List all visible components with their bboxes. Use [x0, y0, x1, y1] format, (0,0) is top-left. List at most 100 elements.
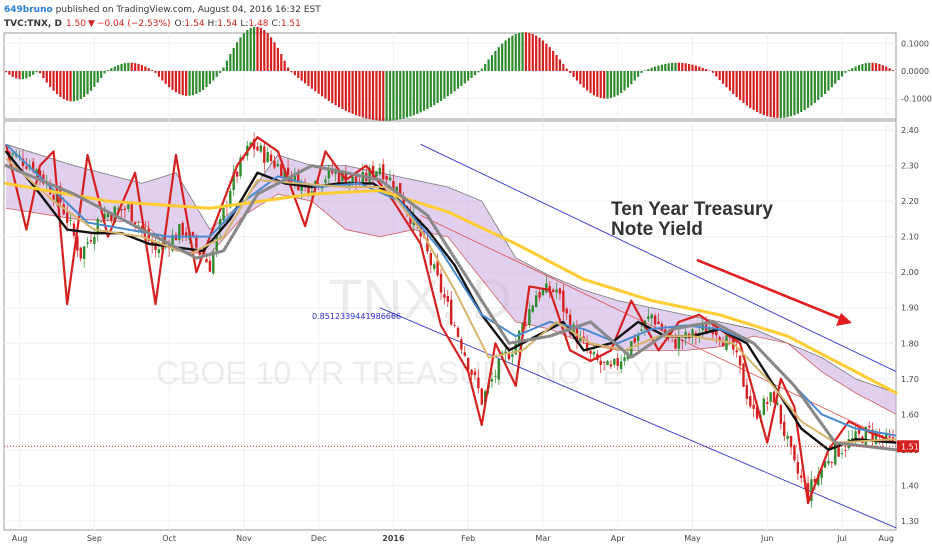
osc-bar [569, 70, 572, 73]
osc-bar [416, 70, 419, 114]
candle-body [21, 158, 25, 167]
down-arrow-icon: ▼ [88, 19, 95, 29]
candle-body [286, 167, 290, 175]
osc-bar [484, 63, 487, 71]
high-value: 1.54 [217, 19, 237, 29]
osc-bar [708, 70, 711, 71]
candle-body [191, 232, 195, 236]
osc-bar [4, 70, 8, 73]
osc-bar [300, 70, 303, 81]
osc-bar [11, 70, 14, 77]
osc-bar [344, 70, 347, 111]
candle-body [721, 342, 725, 347]
candle-body [463, 352, 466, 356]
osc-bar [140, 65, 144, 71]
osc-bar [477, 70, 480, 73]
osc-bar [603, 70, 606, 99]
candle-body [766, 401, 769, 404]
osc-bar [337, 70, 341, 108]
candle-body [538, 292, 541, 298]
fib-label: 0.8512339441986666 [312, 312, 401, 321]
candle-body [779, 404, 783, 424]
osc-bar [371, 70, 375, 120]
candle-body [494, 375, 497, 377]
osc-bar [123, 63, 127, 71]
candle-body [178, 224, 181, 241]
candle-body [507, 353, 511, 360]
osc-bar [704, 69, 708, 71]
candle-body [691, 329, 694, 338]
time-tick-label: Oct [162, 534, 176, 543]
indicator-line [4, 136, 897, 505]
osc-bar [766, 70, 769, 117]
osc-bar [86, 70, 89, 95]
candle-body [256, 146, 259, 151]
time-axis: Aug Sep Oct Nov Dec 2016 Feb Mar Apr May Jun Jul Aug [12, 534, 894, 543]
time-tick-label: Jul [836, 534, 847, 543]
osc-bar [161, 70, 164, 81]
osc-bar [810, 70, 813, 106]
candle-body [18, 155, 21, 157]
osc-bar [721, 70, 725, 84]
osc-bar [885, 66, 888, 71]
candle-body [252, 139, 256, 150]
author-name[interactable]: 649bruno [4, 5, 53, 15]
osc-bar [800, 70, 803, 113]
osc-bar [813, 70, 816, 103]
osc-bar [62, 70, 65, 100]
candle-body [837, 446, 840, 457]
osc-bar [453, 70, 456, 92]
osc-bar [847, 70, 850, 71]
osc-bar [334, 70, 337, 106]
candle-body [664, 329, 667, 335]
price-tick-label: 1.80 [901, 339, 919, 348]
candle-body [371, 165, 375, 178]
candle-body [524, 325, 528, 326]
osc-bar [45, 70, 48, 83]
candle-body [79, 247, 82, 259]
osc-bar [422, 70, 426, 111]
osc-bar [382, 70, 385, 121]
candle-body [602, 361, 606, 363]
osc-bar [609, 70, 613, 99]
osc-bar [623, 70, 626, 91]
candle-body [35, 169, 38, 173]
candle-body [140, 225, 144, 230]
open-label: O: [175, 19, 185, 29]
last-price: 1.50 [66, 19, 86, 29]
osc-bar [32, 70, 35, 75]
candle-body [82, 246, 86, 260]
osc-bar [388, 70, 392, 121]
osc-bar [69, 70, 72, 102]
candle-body [127, 204, 130, 210]
osc-bar [259, 27, 262, 71]
candle-body [378, 167, 382, 175]
osc-bar [490, 55, 494, 71]
candle-body [473, 371, 477, 376]
osc-bar [446, 70, 449, 97]
time-tick-label: Apr [611, 534, 626, 543]
osc-bar [541, 40, 545, 71]
candle-body [273, 160, 276, 168]
osc-bar [252, 26, 256, 71]
osc-bar [351, 70, 354, 114]
osc-bar [293, 70, 296, 76]
osc-bar [803, 70, 806, 111]
candle-body [232, 172, 235, 191]
osc-bar [749, 70, 752, 108]
candle-body [888, 436, 891, 438]
trend-arrow[interactable] [696, 258, 852, 326]
candle-body [868, 425, 871, 428]
osc-bar [507, 37, 511, 71]
candle-body [354, 176, 358, 184]
osc-bar [450, 70, 453, 94]
candle-body [89, 240, 93, 242]
osc-bar [181, 70, 184, 96]
osc-bar [354, 70, 358, 116]
candle-body [857, 429, 861, 434]
osc-bar [528, 32, 531, 71]
osc-bar [249, 27, 252, 71]
osc-bar [188, 70, 191, 96]
osc-bar [266, 33, 269, 71]
osc-bar [738, 70, 742, 101]
